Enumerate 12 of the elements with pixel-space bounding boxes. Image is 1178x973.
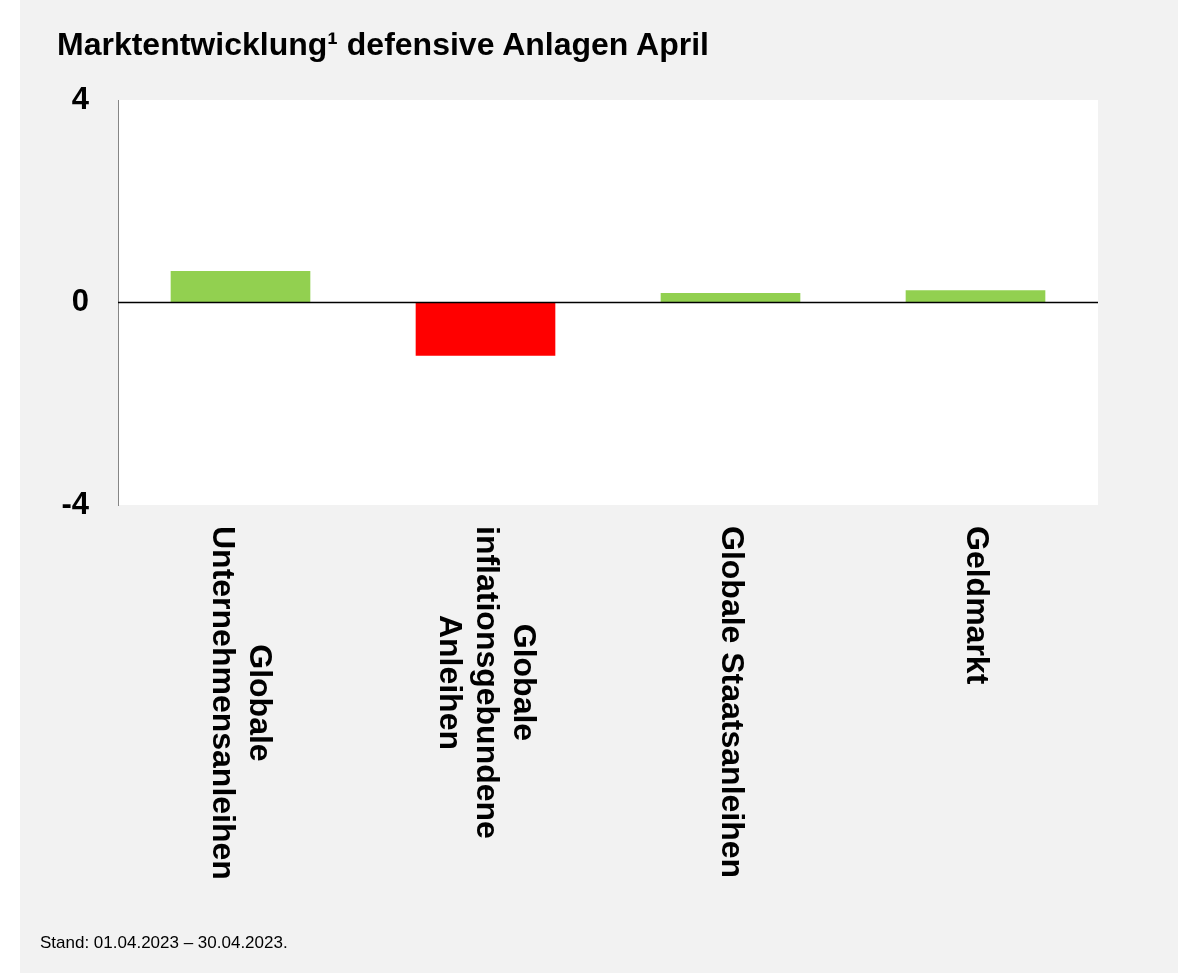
x-tick-label: Geldmarkt <box>959 526 996 685</box>
y-tick-label: 0 <box>71 283 89 319</box>
bar <box>905 290 1046 303</box>
x-tick-label: Globale Staatsanleihen <box>714 526 751 879</box>
chart-title: Marktentwicklung¹ defensive Anlagen April <box>57 26 709 62</box>
text: Stand: 01.04.2023 – 30.04.2023. <box>40 933 288 953</box>
bar <box>170 271 311 303</box>
x-tick-label: Globale inflationsgebundene Anleihen <box>432 526 543 839</box>
y-tick-label: -4 <box>61 485 90 521</box>
bar <box>415 302 556 356</box>
x-tick-label: Globale Unternehmensanleihen <box>206 526 280 880</box>
y-tick-label: 4 <box>71 80 90 116</box>
